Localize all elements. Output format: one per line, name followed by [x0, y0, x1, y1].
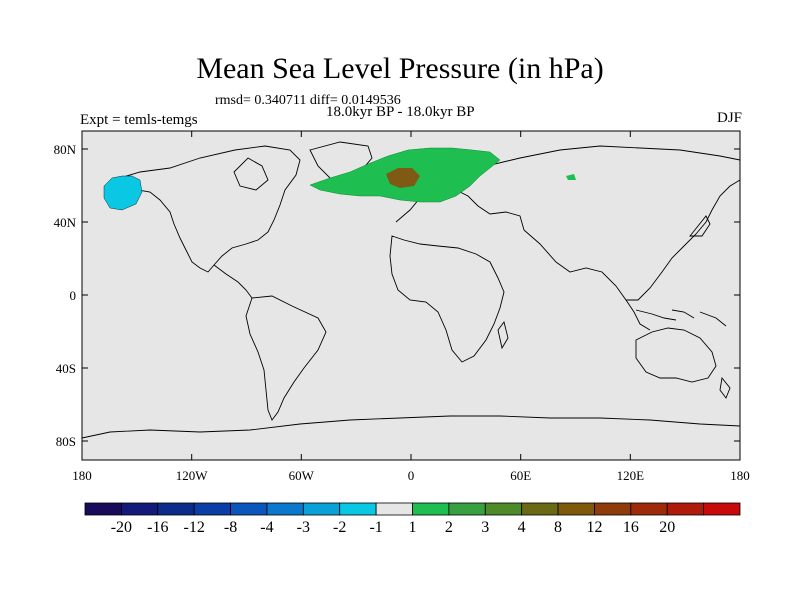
lon-label-0: 0	[408, 468, 415, 483]
colorbar-label: -8	[224, 519, 237, 536]
colorbar-swatch	[193, 502, 231, 516]
colorbar-labels: -20 -16 -12 -8 -4 -3 -2 -1 1 2 3 4 8 12 16 20	[111, 519, 675, 536]
tick-marks	[82, 131, 740, 460]
lat-label-40s: 40S	[56, 361, 76, 376]
colorbar-label: -2	[333, 519, 346, 536]
lat-label-80s: 80S	[56, 434, 76, 449]
lat-label-40n: 40N	[54, 215, 77, 230]
colorbar-swatch	[666, 502, 705, 516]
experiment-label: Expt = temls-temgs	[80, 112, 198, 128]
colorbar-label: 20	[659, 519, 675, 536]
stats-text: rmsd= 0.340711 diff= 0.0149536	[215, 93, 401, 108]
lon-label-60e: 60E	[510, 468, 531, 483]
lon-label-120e: 120E	[617, 468, 645, 483]
lon-label-120w: 120W	[176, 468, 209, 483]
small-positive-anomaly	[566, 174, 576, 180]
colorbar-swatch	[630, 502, 668, 516]
colorbar-label: -1	[369, 519, 382, 536]
colorbar-label: 4	[518, 519, 526, 536]
map-title: Mean Sea Level Pressure (in hPa)	[196, 52, 604, 85]
colorbar-swatch	[230, 502, 268, 516]
colorbar-label: 8	[554, 519, 562, 536]
colorbar-swatch	[448, 502, 486, 516]
strong-positive-anomaly-region	[386, 168, 420, 188]
colorbar-swatch	[157, 502, 195, 516]
colorbar-label: -3	[297, 519, 310, 536]
colorbar-label: 3	[481, 519, 489, 536]
colorbar-swatch	[412, 502, 450, 516]
lat-label-0: 0	[70, 288, 77, 303]
colorbar-swatch	[84, 502, 122, 516]
lat-label-80n: 80N	[54, 142, 77, 157]
colorbar-label: 1	[409, 519, 417, 536]
colorbar-swatch	[375, 502, 413, 516]
colorbar-swatch	[339, 502, 377, 516]
colorbar-swatch	[557, 502, 595, 516]
colorbar-label: -4	[260, 519, 273, 536]
negative-anomaly-region	[103, 175, 143, 211]
colorbar-swatch	[594, 502, 632, 516]
colorbar	[84, 502, 741, 516]
colorbar-label: 16	[623, 519, 639, 536]
lon-label-180w: 180	[72, 468, 92, 483]
colorbar-swatch	[484, 502, 523, 516]
colorbar-label: 2	[445, 519, 453, 536]
lon-label-60w: 60W	[289, 468, 315, 483]
colorbar-swatch	[703, 502, 741, 516]
period-text: 18.0kyr BP - 18.0kyr BP	[326, 104, 475, 120]
colorbar-swatch	[266, 502, 304, 516]
colorbar-label: 12	[586, 519, 602, 536]
colorbar-swatch	[120, 502, 159, 516]
lon-label-180e: 180	[730, 468, 750, 483]
colorbar-swatch	[521, 502, 559, 516]
colorbar-swatch	[302, 502, 341, 516]
season-label: DJF	[716, 110, 742, 126]
colorbar-label: -12	[184, 519, 205, 536]
anomaly-shading	[103, 147, 576, 211]
colorbar-label: -20	[111, 519, 132, 536]
colorbar-label: -16	[147, 519, 168, 536]
